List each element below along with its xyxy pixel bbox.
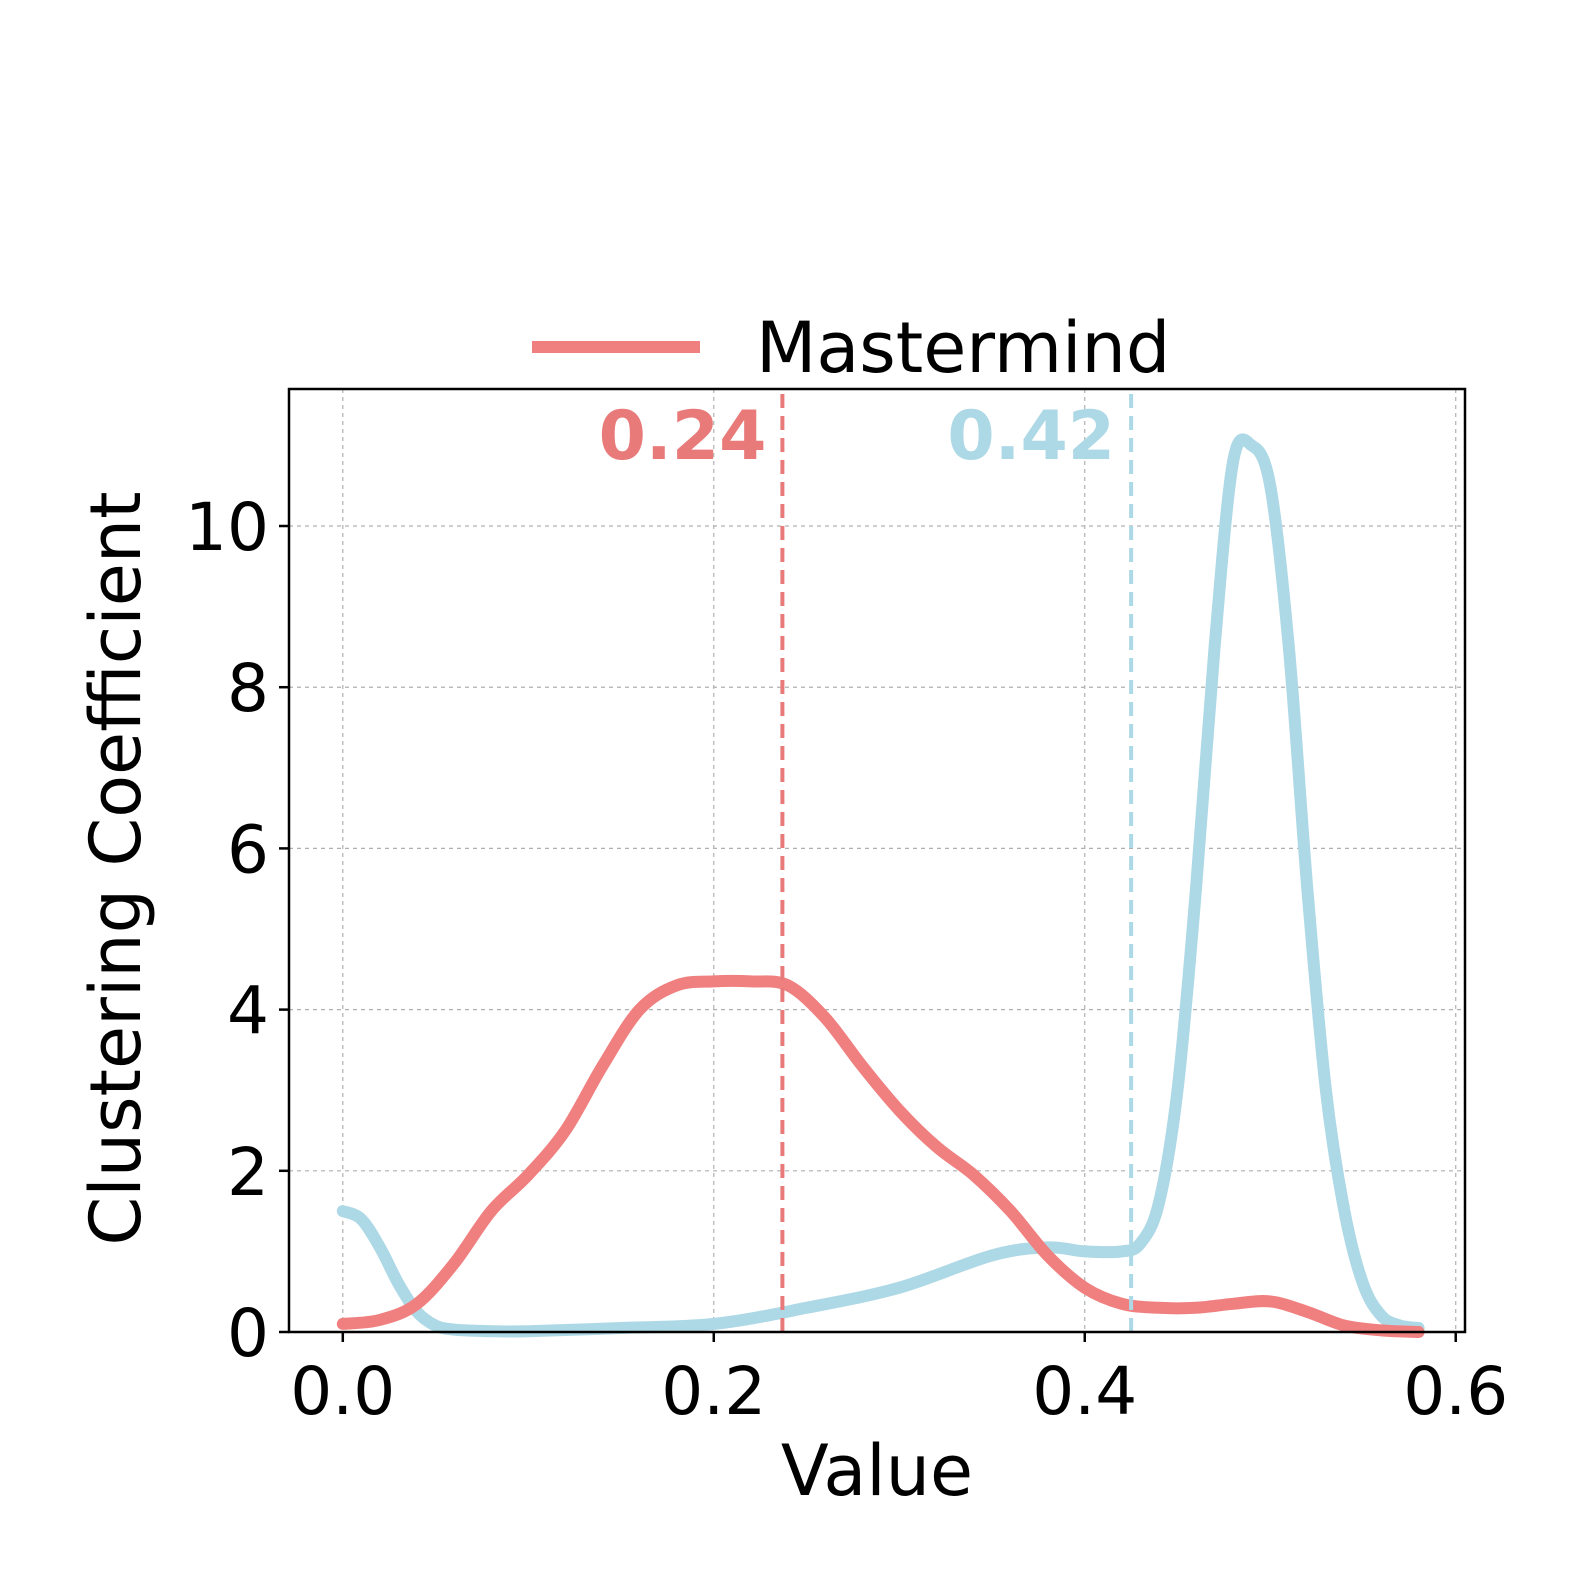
y-tick-label: 0: [227, 1295, 269, 1372]
mean-lines: 0.24 0.42: [599, 389, 1134, 1332]
y-tick-label: 2: [227, 1134, 269, 1211]
y-axis-label: Clustering Coefficient: [75, 491, 157, 1245]
y-tick-label: 4: [227, 973, 269, 1050]
plot-frame: [287, 387, 1467, 1334]
series-line-blue: [336, 433, 1425, 1338]
grid-lines: [289, 389, 1465, 1333]
x-tick-label: 0.2: [661, 1353, 766, 1430]
axis-ticks: 0.0 0.2 0.4 0.6 0 2 4 6 8 10: [185, 489, 1508, 1430]
legend-label-mastermind: Mastermind: [756, 307, 1170, 389]
mean-value-label: 0.24: [599, 397, 767, 476]
y-tick-label: 6: [227, 811, 269, 888]
series-line-mastermind: [336, 974, 1425, 1338]
x-tick-label: 0.4: [1032, 1353, 1137, 1430]
x-tick-label: 0.6: [1403, 1353, 1508, 1430]
mean-value-label: 0.42: [947, 397, 1115, 476]
x-axis-label: Value: [781, 1430, 973, 1512]
y-tick-label: 10: [185, 489, 269, 566]
series-lines: [336, 433, 1425, 1338]
x-tick-label: 0.0: [290, 1353, 395, 1430]
legend: Mastermind: [532, 307, 1170, 389]
y-tick-label: 8: [227, 650, 269, 727]
